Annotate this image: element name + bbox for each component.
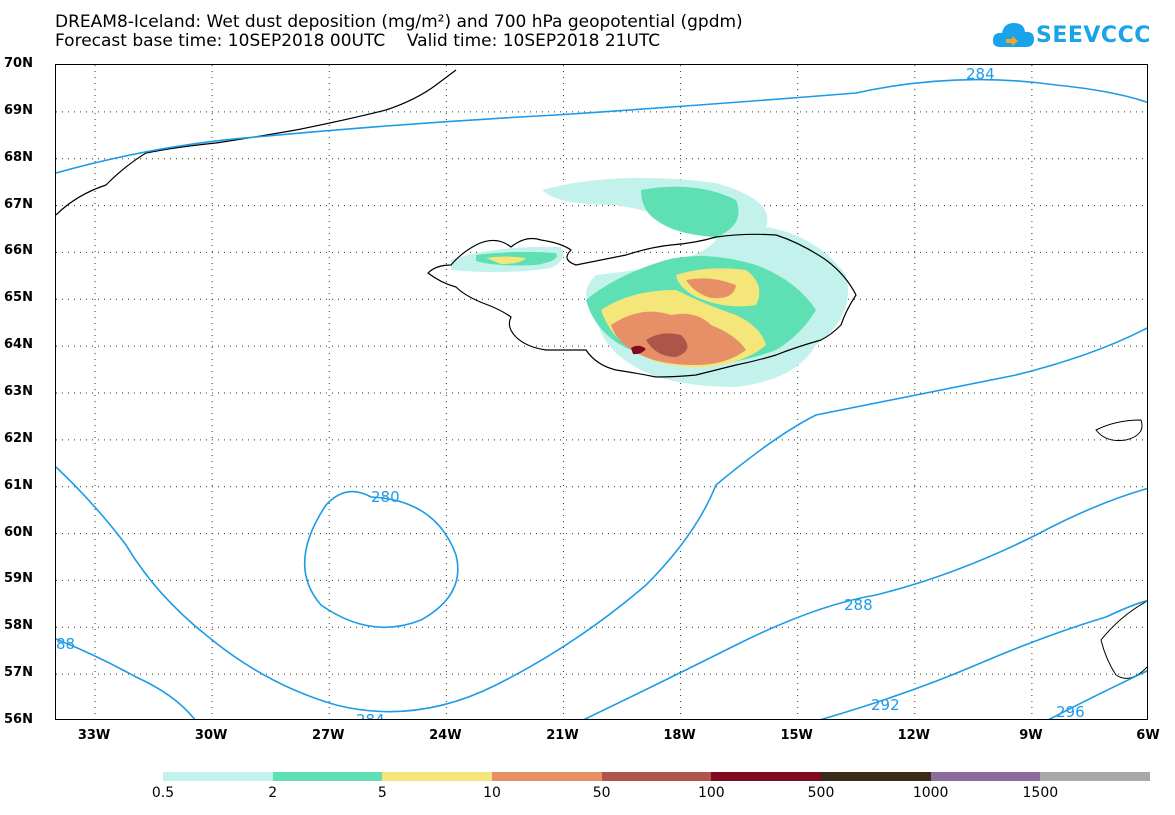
contour-296	[1048, 670, 1147, 719]
faroe-islands-coastline	[1095, 419, 1143, 441]
lat-label: 56N	[4, 712, 33, 727]
legend-label: 1000	[912, 785, 949, 801]
contour-label-284-north: 284	[966, 65, 995, 83]
lon-label: 18W	[663, 728, 696, 743]
legend-swatch	[930, 772, 1041, 781]
lat-label: 66N	[4, 243, 33, 259]
lon-label: 24W	[429, 728, 462, 743]
dust-level-10-north	[686, 278, 736, 299]
contour-labels: 284 280 288 88 284 292 296	[56, 65, 1085, 720]
contour-label-288: 288	[844, 596, 873, 614]
lon-label: 9W	[1019, 728, 1043, 743]
lat-label: 70N	[4, 56, 33, 71]
iceland-coastline	[427, 233, 857, 378]
map-subtitle: Forecast base time: 10SEP2018 00UTC Vali…	[55, 31, 661, 51]
legend-label: 50	[592, 785, 611, 801]
dust-level-2-north	[641, 186, 739, 237]
gridlines	[56, 65, 1147, 719]
legend-swatch	[492, 772, 602, 781]
dust-level-5-west	[486, 256, 526, 264]
lon-label: 12W	[897, 728, 930, 743]
legend-swatch	[272, 772, 383, 781]
lat-label: 57N	[4, 665, 33, 681]
legend-swatch	[1040, 772, 1151, 781]
contour-284-north	[56, 78, 1147, 174]
contour-280	[303, 490, 459, 629]
lat-label: 68N	[4, 149, 33, 165]
contour-292	[819, 599, 1147, 719]
map-title: DREAM8-Iceland: Wet dust deposition (mg/…	[55, 12, 743, 32]
legend-swatch	[163, 772, 273, 781]
lat-label: 69N	[4, 102, 33, 118]
lat-label: 64N	[4, 337, 33, 353]
contour-label-296: 296	[1056, 703, 1085, 720]
lat-label: 62N	[4, 430, 33, 446]
dust-deposition-field	[451, 177, 848, 387]
legend-label: 1500	[1022, 785, 1059, 801]
dust-level-50	[646, 333, 688, 357]
seevccc-logo: SEEVCCC	[992, 17, 1162, 57]
lon-label: 27W	[312, 728, 345, 743]
contour-label-88: 88	[56, 635, 75, 653]
contour-label-280: 280	[371, 488, 400, 506]
legend-swatch	[382, 772, 493, 781]
legend-label: 2	[268, 785, 278, 801]
legend-colorbar	[163, 772, 1151, 781]
lon-label: 30W	[194, 728, 228, 743]
contour-label-292: 292	[871, 696, 900, 714]
contour-label-284-south: 284	[356, 711, 385, 720]
lat-label: 67N	[4, 196, 33, 212]
legend-swatch	[821, 772, 931, 781]
lon-label: 6W	[1136, 728, 1160, 743]
lat-label: 59N	[4, 571, 33, 587]
dust-level-100	[631, 345, 646, 355]
lat-label: 63N	[4, 384, 33, 399]
lon-label: 15W	[780, 728, 813, 743]
cloud-icon	[992, 23, 1034, 47]
legend-label: 5	[377, 785, 387, 801]
legend-swatch	[601, 772, 712, 781]
lat-label: 58N	[4, 618, 33, 634]
legend-label: 0.5	[151, 785, 175, 801]
contour-284-south	[56, 327, 1147, 713]
map-canvas: 284 280 288 88 284 292 296	[56, 65, 1147, 720]
lat-label: 61N	[4, 477, 33, 493]
lat-label: 60N	[4, 524, 33, 540]
lon-label: 33W	[77, 728, 111, 743]
legend-label: 100	[697, 785, 725, 801]
legend-label: 10	[483, 785, 501, 801]
map-area: 284 280 288 88 284 292 296	[55, 64, 1148, 720]
lat-label: 65N	[4, 290, 33, 306]
logo-text: SEEVCCC	[1036, 23, 1151, 48]
scotland-coastline	[1100, 600, 1147, 679]
legend-swatch	[711, 772, 822, 781]
legend-label: 500	[807, 785, 835, 801]
geopotential-contours	[56, 78, 1147, 719]
greenland-coastline	[56, 69, 457, 216]
lon-label: 21W	[546, 728, 579, 743]
contour-288	[56, 487, 1147, 719]
